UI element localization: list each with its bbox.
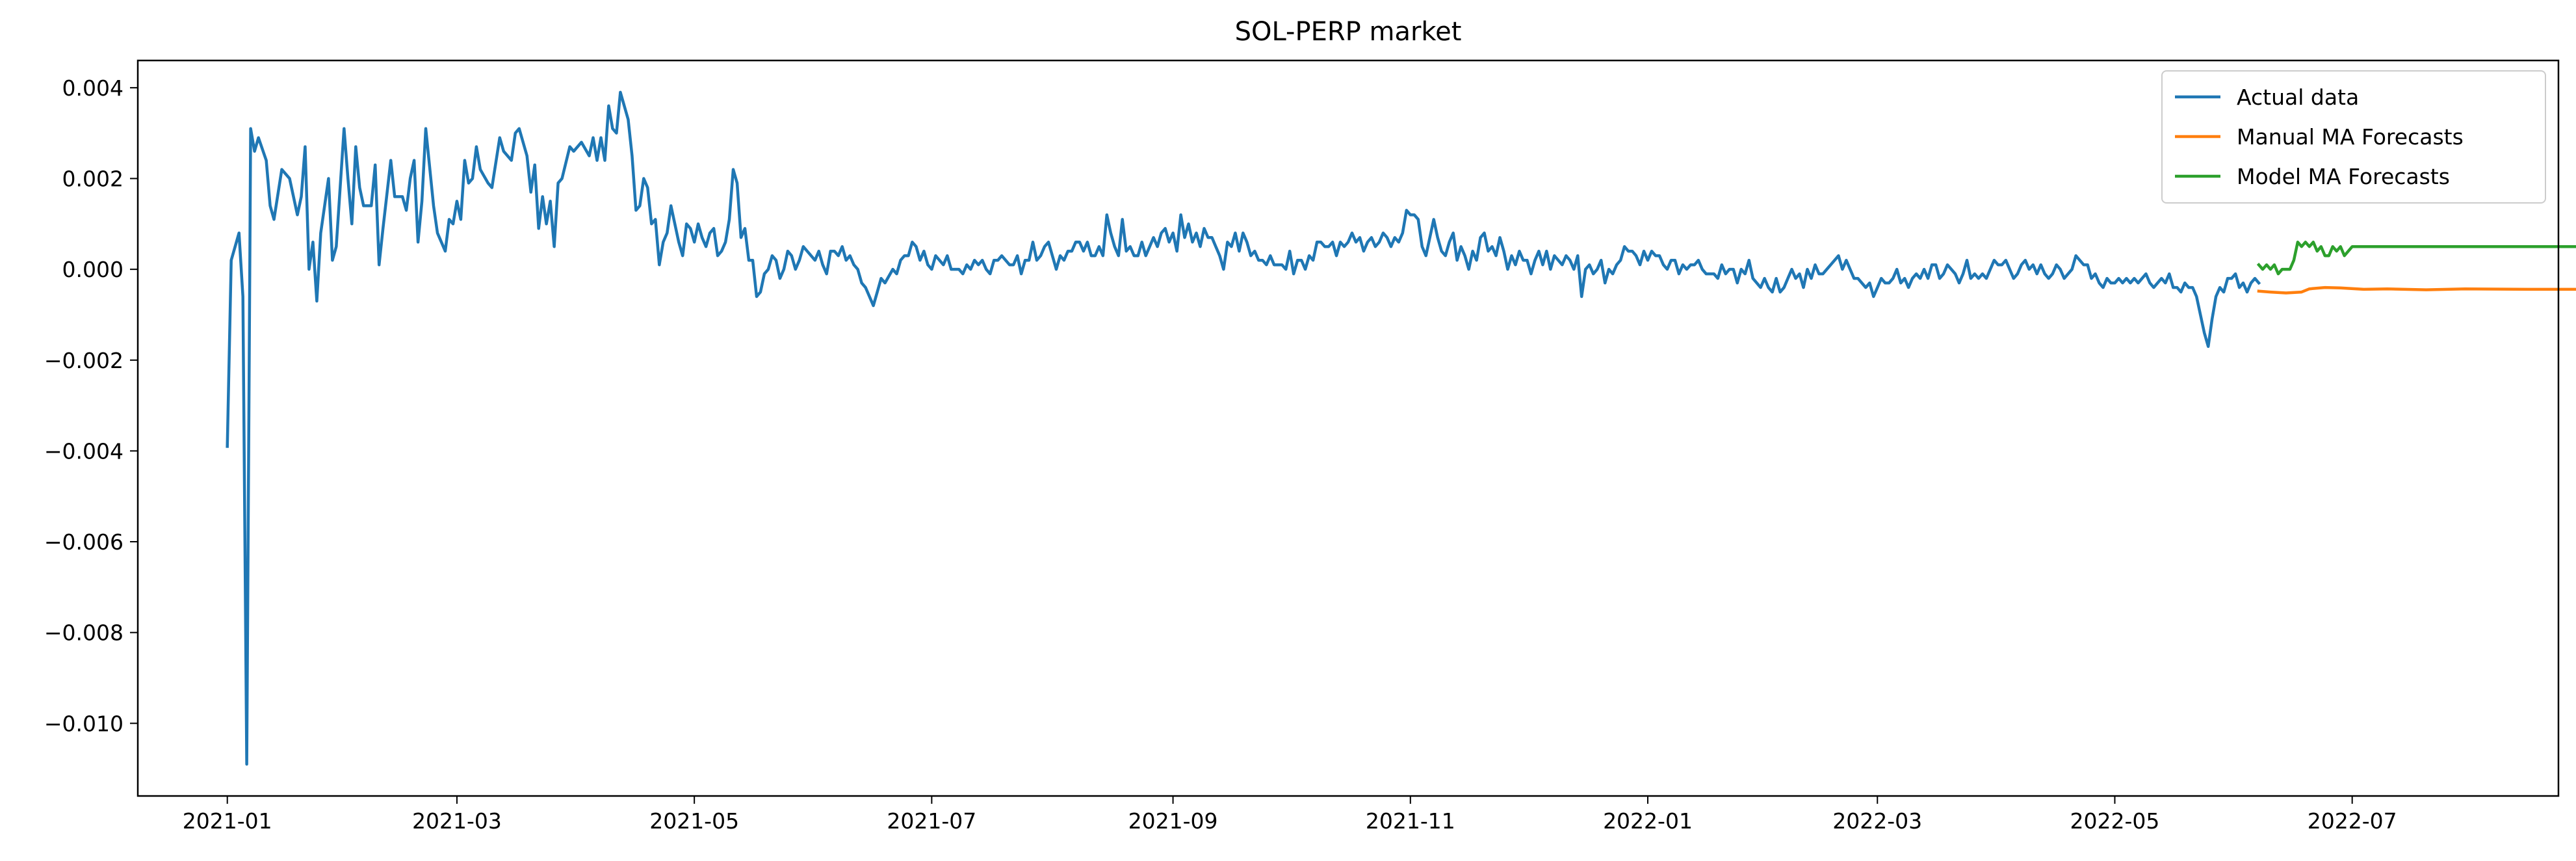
- x-tick-label: 2021-03: [412, 808, 502, 834]
- legend-label-model-ma-forecasts: Model MA Forecasts: [2237, 164, 2450, 189]
- y-tick-label: −0.008: [44, 620, 124, 646]
- series-group: [226, 90, 2576, 766]
- y-tick-label: −0.010: [44, 711, 124, 736]
- series-line-model-ma-forecasts: [2256, 241, 2576, 276]
- x-tick-label: 2021-07: [887, 808, 976, 834]
- legend-box: [2161, 70, 2546, 204]
- x-tick-label: 2021-11: [1366, 808, 1455, 834]
- y-tick-label: −0.004: [44, 438, 124, 464]
- legend-label-actual-data: Actual data: [2237, 85, 2359, 110]
- y-tick-label: 0.002: [62, 166, 124, 192]
- y-tick-label: 0.004: [62, 75, 124, 101]
- x-tick-label: 2022-07: [2308, 808, 2397, 834]
- x-tick-label: 2021-09: [1128, 808, 1218, 834]
- axes: 2021-01 2021-03 2021-05 2021-07 2021-09 2021-…: [44, 75, 2397, 834]
- series-line-manual-ma-forecasts: [2257, 285, 2576, 295]
- chart-title: SOL-PERP market: [1235, 17, 1462, 47]
- x-tick-label: 2022-05: [2070, 808, 2160, 834]
- x-tick-label: 2022-03: [1832, 808, 1922, 834]
- x-tick-label: 2022-01: [1603, 808, 1693, 834]
- y-tick-label: 0.000: [62, 257, 124, 282]
- series-line-actual-data: [226, 90, 2261, 766]
- legend-label-manual-ma-forecasts: Manual MA Forecasts: [2237, 124, 2464, 150]
- y-tick-label: −0.006: [44, 529, 124, 555]
- x-tick-label: 2021-01: [183, 808, 272, 834]
- legend: Actual data Manual MA Forecasts Model MA F…: [2161, 70, 2546, 204]
- plot-frame: [137, 59, 2560, 797]
- x-tick-label: 2021-05: [649, 808, 739, 834]
- y-tick-label: −0.002: [44, 348, 124, 373]
